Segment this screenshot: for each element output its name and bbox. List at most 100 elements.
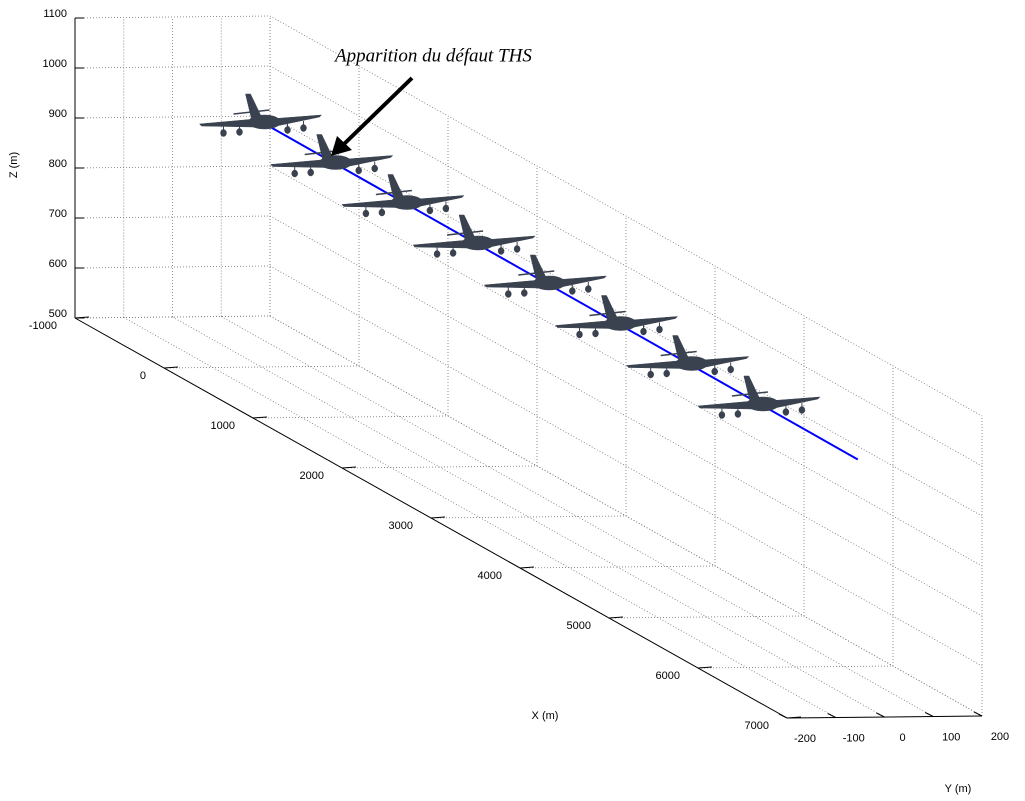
z-axis-label: Z (m) [8,152,20,178]
engine [576,330,583,339]
aircraft [626,335,750,379]
grid-line [341,465,538,469]
fuselage [248,114,281,130]
z-tick-label: 600 [49,258,67,270]
aircraft [341,174,465,218]
stabilizer [731,391,768,397]
grid-line [74,265,271,269]
grid-line [269,115,983,517]
plot-area [198,93,859,461]
x-tick-label: 5000 [567,620,591,632]
grid-line [172,316,885,718]
y-tick [876,712,885,718]
z-tick-label: 900 [49,108,67,120]
stabilizer [375,189,412,196]
grid-line [269,215,983,617]
engine [505,290,512,298]
fuselage [533,275,566,291]
engine [449,249,457,257]
grid-line [74,15,271,19]
grid-line [269,65,983,467]
engine [647,370,654,379]
grid-line [608,615,805,619]
aircraft [412,214,536,258]
grid-line [430,515,627,519]
x-tick [519,566,535,569]
grid-line [519,565,716,569]
engine [585,285,592,293]
z-tick-label: 1100 [43,8,67,20]
engine [569,287,576,295]
x-tick-label: 1000 [211,420,235,432]
grid-line [74,315,271,319]
x-tick-label: -1000 [29,320,57,332]
engine [711,367,718,376]
x-axis-label: X (m) [532,710,559,722]
grid-line [269,15,983,417]
fuselage [390,195,424,210]
y-tick-label: 100 [942,731,960,743]
x-tick-label: 0 [140,370,146,382]
engine [442,204,450,213]
aircraft [697,375,821,419]
x-tick-label: 2000 [300,470,324,482]
engine [782,408,790,416]
engine [378,208,386,217]
stabilizer [447,230,484,236]
annotation: Apparition du défaut THS [333,45,532,66]
grid-line [269,165,983,567]
engine [718,411,726,419]
engine [362,209,370,218]
annotation-arrowhead [331,136,352,156]
fuselage [319,155,352,170]
engine [433,250,441,258]
engine [220,129,227,137]
x-tick [430,516,446,519]
engine [291,169,298,178]
engine [307,168,314,177]
x-tick-label: 6000 [656,670,680,682]
y-tick-label: 0 [899,732,905,744]
x-tick [341,466,357,469]
x-tick-label: 4000 [478,570,502,582]
x-tick-label: 3000 [389,520,413,532]
engine [734,410,742,418]
z-tick-label: 800 [49,158,67,170]
y-tick [827,713,836,718]
engine [727,365,734,374]
grid-line [269,315,983,717]
stabilizer [660,350,697,357]
y-tick-label: -200 [794,733,816,745]
engine [236,128,243,136]
fuselage [675,356,708,371]
y-tick-label: 200 [991,731,1009,743]
x-tick [608,616,624,619]
x-tick [252,416,268,419]
engine [663,369,670,378]
z-tick-label: 1000 [43,58,67,70]
x-tick [786,716,802,719]
grid-line [123,317,836,718]
grid-line [74,215,271,219]
y-tick [925,712,934,717]
engine [284,126,291,134]
grid-line [74,165,271,169]
annotation-arrow [340,76,414,148]
y-tick [973,711,983,717]
engine [513,245,521,253]
engine [355,166,362,175]
aircraft [270,134,394,178]
y-tick-label: -100 [843,732,865,744]
engine [426,206,434,215]
engine [798,406,806,414]
grid-line [74,115,271,119]
aircraft [483,254,607,298]
z-tick-label: 500 [49,308,67,320]
grid-line [269,265,983,667]
grid-line [163,365,360,369]
x-tick-label: 7000 [745,720,769,732]
aircraft [554,295,679,339]
y-axis-label: Y (m) [945,783,972,795]
